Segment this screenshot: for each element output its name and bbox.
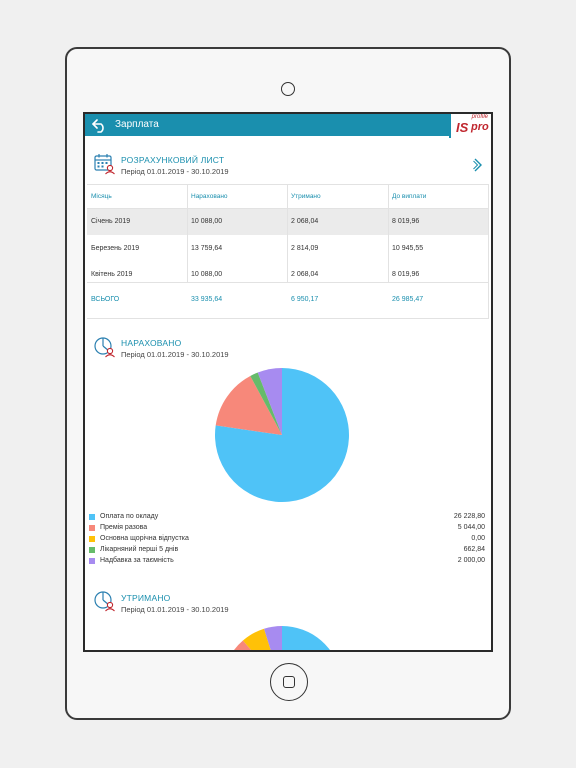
legend-item: Надбавка за таємність 2 000,00 <box>89 556 489 567</box>
pie-slice <box>234 640 252 650</box>
ispro-logo: profile IS pro <box>449 114 491 138</box>
column-accrued: Нараховано <box>191 193 228 200</box>
withheld-pie-chart <box>234 626 330 650</box>
payslip-title: РОЗРАХУНКОВИЙ ЛИСТ <box>121 155 225 165</box>
legend-item: Основна щорічна відпустка 0,00 <box>89 534 489 545</box>
camera <box>281 82 295 96</box>
withheld-period: Період 01.01.2019 - 30.10.2019 <box>121 605 229 614</box>
legend-item: Оплата по окладу 26 228,80 <box>89 512 489 523</box>
page-title: Зарплата <box>115 119 159 130</box>
legend-label: Премія разова <box>100 524 148 531</box>
home-button-square <box>283 676 295 688</box>
back-icon[interactable] <box>91 116 109 134</box>
legend-label: Лікарняний перші 5 днів <box>100 546 179 553</box>
table-row[interactable]: Квітень 2019 10 088,00 2 068,04 8 019,96 <box>91 271 420 278</box>
legend-item: Лікарняний перші 5 днів 662,84 <box>89 545 489 556</box>
pie-slice <box>282 626 330 650</box>
legend-item: Премія разова 5 044,00 <box>89 523 489 534</box>
calendar-icon <box>94 154 115 175</box>
chart-user-icon <box>94 591 115 612</box>
column-month: Місяць <box>91 193 112 200</box>
app-screen: Зарплата profile IS pro РОЗРАХУНКОВИЙ ЛИ… <box>83 112 493 652</box>
withheld-title: УТРИМАНО <box>121 593 171 603</box>
pie-slice <box>242 628 271 650</box>
legend-value: 2 000,00 <box>457 557 485 564</box>
table-row[interactable]: Березень 2019 13 759,64 2 814,09 10 945,… <box>91 245 424 252</box>
legend-swatch <box>89 525 95 531</box>
legend-value: 0,00 <box>471 535 485 542</box>
pie-slice <box>264 626 282 650</box>
pie-slice <box>257 368 282 435</box>
accrued-pie-chart <box>215 368 349 502</box>
pie-slice <box>250 372 282 435</box>
table-header: Місяць Нараховано Утримано До виплати <box>87 184 489 210</box>
legend-swatch <box>89 536 95 542</box>
column-to-pay: До виплати <box>392 193 427 200</box>
table-row[interactable]: Січень 2019 10 088,00 2 068,04 8 019,96 <box>87 209 489 235</box>
legend-swatch <box>89 547 95 553</box>
table-total-row: ВСЬОГО 33 935,64 6 950,17 26 985,47 <box>91 296 424 303</box>
chart-user-icon <box>94 337 115 358</box>
home-button[interactable] <box>270 663 308 701</box>
legend-value: 26 228,80 <box>453 513 485 520</box>
accrued-period: Період 01.01.2019 - 30.10.2019 <box>121 350 229 359</box>
legend-value: 5 044,00 <box>457 524 485 531</box>
pie-slice <box>215 375 282 435</box>
legend-label: Основна щорічна відпустка <box>100 535 189 542</box>
column-withheld: Утримано <box>291 193 321 200</box>
payslip-period: Період 01.01.2019 - 30.10.2019 <box>121 167 229 176</box>
legend-label: Оплата по окладу <box>100 513 159 520</box>
legend-value: 662,84 <box>463 546 485 553</box>
legend-swatch <box>89 514 95 520</box>
accrued-title: НАРАХОВАНО <box>121 338 182 348</box>
legend-label: Надбавка за таємність <box>100 557 174 564</box>
chevron-right-icon[interactable] <box>473 158 483 172</box>
top-bar: Зарплата profile IS pro <box>85 114 491 138</box>
legend-swatch <box>89 558 95 564</box>
